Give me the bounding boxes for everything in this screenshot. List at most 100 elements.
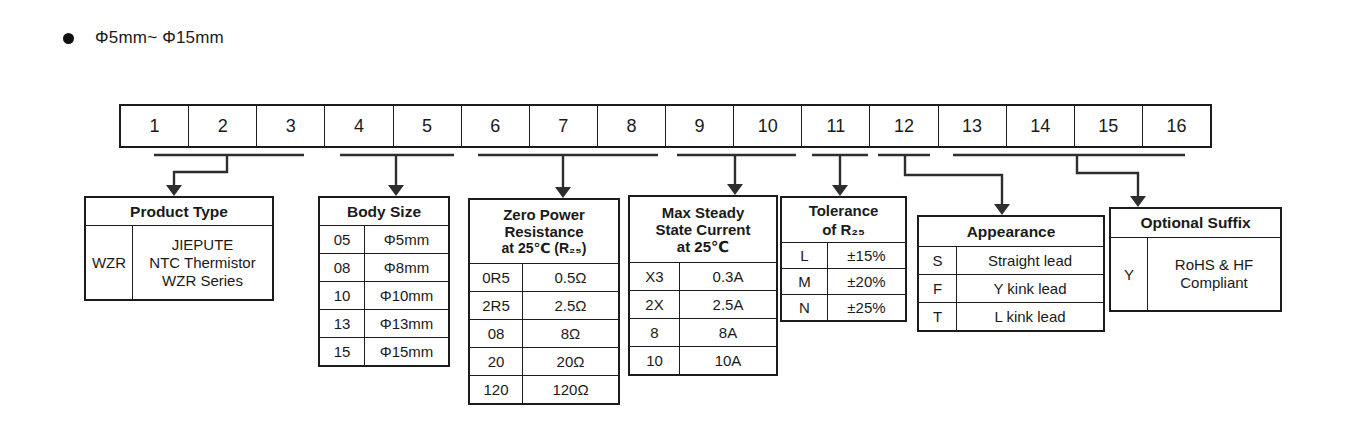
part-numbering-diagram: Φ5mm~ Φ15mm 1 2 3 4 5 6 7 8 9 10 11 12 1… bbox=[0, 0, 1347, 440]
desc-cell: 10A bbox=[680, 347, 776, 374]
desc-cell: 0.5Ω bbox=[523, 264, 618, 291]
desc-cell: JIEPUTE NTC Thermistor WZR Series bbox=[133, 226, 272, 299]
tolerance-table: Tolerance of R₂₅ L ±15% M ±20% N ±25% bbox=[780, 196, 907, 322]
connector-zero-power bbox=[478, 155, 658, 188]
title-line: at 25℃ bbox=[630, 238, 776, 255]
table-row: 120 120Ω bbox=[470, 375, 618, 403]
diameter-range-label: Φ5mm~ Φ15mm bbox=[95, 28, 224, 48]
desc-cell: 8Ω bbox=[523, 320, 618, 347]
code-cell: WZR bbox=[86, 226, 133, 299]
table-title: Appearance bbox=[919, 217, 1103, 247]
product-type-table: Product Type WZR JIEPUTE NTC Thermistor … bbox=[84, 196, 274, 301]
code-cell: L bbox=[782, 243, 828, 268]
table-row: 2X 2.5A bbox=[630, 290, 776, 318]
table-title: Product Type bbox=[86, 198, 272, 226]
code-cell: Y bbox=[1111, 238, 1148, 310]
connector-tolerance bbox=[812, 155, 868, 186]
arrowhead-body-size bbox=[388, 185, 404, 196]
arrowhead-zero-power bbox=[555, 187, 571, 198]
bullet-icon bbox=[63, 33, 74, 44]
digit-cell-16: 16 bbox=[1142, 106, 1210, 146]
code-cell: 10 bbox=[630, 347, 680, 374]
desc-cell: Y kink lead bbox=[957, 275, 1103, 302]
desc-cell: ±15% bbox=[828, 243, 905, 268]
table-row: 10 10A bbox=[630, 346, 776, 374]
optional-suffix-table: Optional Suffix Y RoHS & HF Compliant bbox=[1109, 207, 1282, 312]
desc-line: NTC Thermistor bbox=[149, 254, 255, 272]
title-line: Zero Power bbox=[470, 206, 618, 223]
code-cell: M bbox=[782, 269, 828, 294]
connector-body-size bbox=[340, 155, 454, 186]
table-row: 13 Φ13mm bbox=[320, 309, 448, 337]
digit-cell-10: 10 bbox=[733, 106, 801, 146]
digit-cell-11: 11 bbox=[801, 106, 869, 146]
code-digit-row: 1 2 3 4 5 6 7 8 9 10 11 12 13 14 15 16 bbox=[119, 104, 1212, 148]
code-cell: 0R5 bbox=[470, 264, 523, 291]
code-cell: 2R5 bbox=[470, 292, 523, 319]
table-title: Body Size bbox=[320, 198, 448, 226]
digit-cell-2: 2 bbox=[188, 106, 256, 146]
desc-line: WZR Series bbox=[162, 272, 243, 290]
desc-cell: 8A bbox=[680, 319, 776, 346]
title-line: Max Steady bbox=[630, 204, 776, 221]
table-title: Tolerance of R₂₅ bbox=[782, 198, 905, 243]
desc-cell: Φ5mm bbox=[365, 226, 448, 253]
body-size-table: Body Size 05 Φ5mm 08 Φ8mm 10 Φ10mm 13 Φ1… bbox=[318, 196, 450, 367]
table-row: N ±25% bbox=[782, 294, 905, 320]
table-row: L ±15% bbox=[782, 243, 905, 268]
desc-cell: 2.5Ω bbox=[523, 292, 618, 319]
connector-optional-suffix bbox=[953, 155, 1185, 197]
table-row: WZR JIEPUTE NTC Thermistor WZR Series bbox=[86, 226, 272, 299]
desc-cell: Φ8mm bbox=[365, 254, 448, 281]
code-cell: X3 bbox=[630, 263, 680, 290]
desc-cell: Straight lead bbox=[957, 247, 1103, 274]
code-cell: 10 bbox=[320, 282, 365, 309]
table-row: 05 Φ5mm bbox=[320, 226, 448, 253]
desc-cell: Φ13mm bbox=[365, 310, 448, 337]
code-cell: 13 bbox=[320, 310, 365, 337]
desc-cell: 120Ω bbox=[523, 376, 618, 403]
connector-product-type bbox=[154, 155, 304, 186]
code-cell: 08 bbox=[320, 254, 365, 281]
desc-line: Compliant bbox=[1180, 274, 1248, 292]
table-row: Y RoHS & HF Compliant bbox=[1111, 238, 1280, 310]
digit-cell-8: 8 bbox=[597, 106, 665, 146]
table-row: X3 0.3A bbox=[630, 263, 776, 290]
zero-power-resistance-table: Zero Power Resistance at 25℃ (R₂₅) 0R5 0… bbox=[468, 198, 620, 405]
desc-cell: ±25% bbox=[828, 295, 905, 320]
code-cell: 15 bbox=[320, 338, 365, 365]
code-cell: T bbox=[919, 303, 957, 330]
desc-cell: L kink lead bbox=[957, 303, 1103, 330]
code-cell: 8 bbox=[630, 319, 680, 346]
digit-cell-14: 14 bbox=[1006, 106, 1074, 146]
title-line: Resistance bbox=[470, 223, 618, 240]
desc-cell: RoHS & HF Compliant bbox=[1148, 238, 1280, 310]
desc-cell: Φ15mm bbox=[365, 338, 448, 365]
digit-cell-13: 13 bbox=[938, 106, 1006, 146]
table-row: F Y kink lead bbox=[919, 274, 1103, 302]
digit-cell-15: 15 bbox=[1074, 106, 1142, 146]
desc-cell: ±20% bbox=[828, 269, 905, 294]
title-line: State Current bbox=[630, 221, 776, 238]
table-row: 10 Φ10mm bbox=[320, 281, 448, 309]
desc-cell: 0.3A bbox=[680, 263, 776, 290]
code-cell: 120 bbox=[470, 376, 523, 403]
code-cell: 08 bbox=[470, 320, 523, 347]
arrowhead-appearance bbox=[994, 204, 1010, 215]
arrowhead-optional-suffix bbox=[1130, 196, 1146, 207]
code-cell: N bbox=[782, 295, 828, 320]
table-row: 20 20Ω bbox=[470, 347, 618, 375]
digit-cell-12: 12 bbox=[869, 106, 937, 146]
digit-cell-3: 3 bbox=[256, 106, 324, 146]
table-row: T L kink lead bbox=[919, 302, 1103, 330]
digit-cell-6: 6 bbox=[461, 106, 529, 146]
table-row: M ±20% bbox=[782, 268, 905, 294]
table-row: 8 8A bbox=[630, 318, 776, 346]
max-steady-current-table: Max Steady State Current at 25℃ X3 0.3A … bbox=[628, 195, 778, 376]
table-row: 08 8Ω bbox=[470, 319, 618, 347]
desc-cell: 20Ω bbox=[523, 348, 618, 375]
appearance-table: Appearance S Straight lead F Y kink lead… bbox=[917, 215, 1105, 332]
table-row: 15 Φ15mm bbox=[320, 337, 448, 365]
arrowhead-tolerance bbox=[832, 185, 848, 196]
digit-cell-7: 7 bbox=[529, 106, 597, 146]
